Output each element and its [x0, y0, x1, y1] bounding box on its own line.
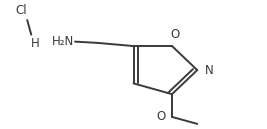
Text: Cl: Cl [15, 4, 27, 17]
Text: O: O [170, 28, 179, 41]
Text: H: H [31, 37, 40, 50]
Text: N: N [205, 64, 214, 77]
Text: H₂N: H₂N [52, 35, 74, 48]
Text: O: O [156, 110, 165, 123]
